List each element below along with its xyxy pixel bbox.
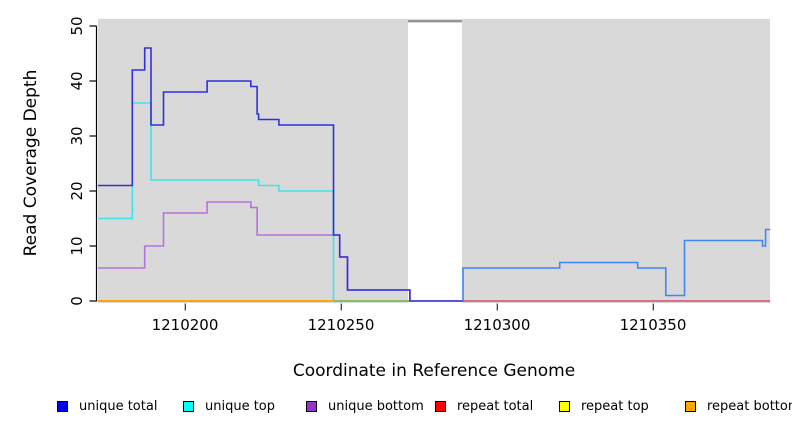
- legend-label: unique top: [205, 399, 276, 414]
- legend-swatch-unique-bottom: [306, 401, 317, 412]
- no-data-gap-region: [408, 22, 462, 304]
- x-tick-label: 1210300: [463, 316, 531, 334]
- y-tick-label: 0: [68, 296, 86, 306]
- y-axis-title: Read Coverage Depth: [21, 69, 41, 257]
- y-tick-label: 50: [68, 16, 86, 36]
- legend-item-unique-bottom: unique bottom: [306, 399, 424, 414]
- y-tick-label: 20: [68, 181, 86, 201]
- legend-item-repeat-total: repeat total: [435, 399, 533, 414]
- y-tick-label: 10: [68, 236, 86, 256]
- x-axis-title: Coordinate in Reference Genome: [292, 361, 576, 381]
- legend-swatch-repeat-total: [435, 401, 446, 412]
- legend-label: repeat bottom: [707, 399, 792, 414]
- legend-label: unique bottom: [328, 399, 424, 414]
- y-tick-label: 30: [68, 126, 86, 146]
- x-tick-label: 1210250: [307, 316, 375, 334]
- axis-ticks: [89, 25, 654, 311]
- y-tick-label: 40: [68, 71, 86, 91]
- legend-label: unique total: [79, 399, 158, 414]
- legend-label: repeat total: [457, 399, 534, 414]
- legend-swatch-repeat-top: [559, 401, 570, 412]
- legend-item-unique-total: unique total: [57, 399, 157, 414]
- legend-item-unique-top: unique top: [183, 399, 275, 414]
- legend-label: repeat top: [581, 399, 649, 414]
- x-tick-label: 1210350: [619, 316, 687, 334]
- legend-swatch-unique-total: [57, 401, 68, 412]
- series-lines: [97, 47, 771, 302]
- unique-total-line: [97, 47, 463, 302]
- legend-item-repeat-bottom: repeat bottom: [685, 399, 792, 414]
- legend-swatch-unique-top: [183, 401, 194, 412]
- x-tick-label: 1210200: [151, 316, 219, 334]
- legend-swatch-repeat-bottom: [685, 401, 696, 412]
- no-data-gap-top-edge: [408, 20, 462, 23]
- unique-total-line: [462, 228, 771, 301]
- legend-item-repeat-top: repeat top: [559, 399, 649, 414]
